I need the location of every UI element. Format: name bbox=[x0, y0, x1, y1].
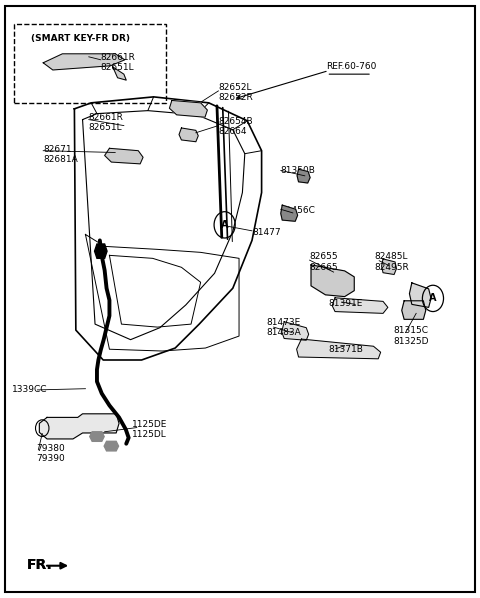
Text: 81456C: 81456C bbox=[281, 206, 316, 215]
Text: 82661R
82651L: 82661R 82651L bbox=[89, 113, 124, 132]
Text: 82654B
82664: 82654B 82664 bbox=[218, 117, 253, 136]
Polygon shape bbox=[297, 339, 381, 359]
Polygon shape bbox=[402, 301, 426, 319]
Text: 81371B: 81371B bbox=[329, 345, 364, 355]
Polygon shape bbox=[104, 441, 119, 451]
Text: FR.: FR. bbox=[26, 558, 52, 572]
Polygon shape bbox=[297, 169, 310, 183]
Polygon shape bbox=[332, 298, 388, 313]
Polygon shape bbox=[382, 259, 396, 274]
Text: 1125DE
1125DL: 1125DE 1125DL bbox=[132, 420, 168, 439]
Text: REF.60-760: REF.60-760 bbox=[326, 62, 377, 72]
Text: 81477: 81477 bbox=[252, 227, 281, 237]
Text: 82652L
82652R: 82652L 82652R bbox=[218, 83, 253, 102]
Polygon shape bbox=[179, 128, 198, 142]
Polygon shape bbox=[39, 414, 119, 439]
Text: 82661R
82651L: 82661R 82651L bbox=[101, 53, 136, 72]
Polygon shape bbox=[43, 54, 125, 70]
Text: 1339CC: 1339CC bbox=[12, 385, 48, 395]
Text: FR.: FR. bbox=[26, 558, 52, 572]
Text: 81350B: 81350B bbox=[281, 166, 316, 175]
Text: 82671
82681A: 82671 82681A bbox=[43, 145, 78, 164]
Text: 81391E: 81391E bbox=[329, 299, 363, 309]
Polygon shape bbox=[90, 432, 104, 441]
Text: 79380
79390: 79380 79390 bbox=[36, 444, 65, 463]
Text: A: A bbox=[221, 220, 228, 230]
Polygon shape bbox=[113, 67, 126, 80]
Text: A: A bbox=[429, 294, 437, 303]
Polygon shape bbox=[169, 100, 207, 117]
Polygon shape bbox=[409, 283, 431, 307]
Text: 81315C
81325D: 81315C 81325D bbox=[394, 327, 429, 346]
Text: 82655
82665: 82655 82665 bbox=[310, 252, 338, 271]
Polygon shape bbox=[95, 244, 107, 258]
Text: (SMART KEY-FR DR): (SMART KEY-FR DR) bbox=[31, 34, 130, 44]
Polygon shape bbox=[311, 265, 354, 297]
Polygon shape bbox=[282, 322, 309, 340]
Polygon shape bbox=[281, 205, 298, 221]
Text: 82485L
82495R: 82485L 82495R bbox=[374, 252, 409, 271]
Text: 81473E
81483A: 81473E 81483A bbox=[266, 318, 301, 337]
Polygon shape bbox=[105, 148, 143, 164]
